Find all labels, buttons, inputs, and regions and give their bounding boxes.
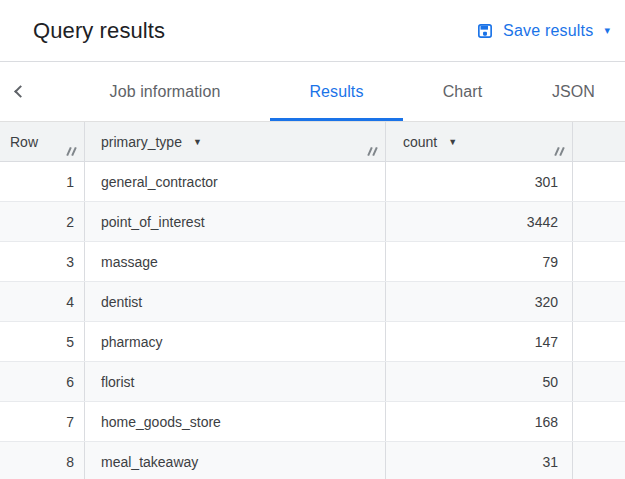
table-row: 3 massage 79 bbox=[0, 242, 625, 282]
panel-header: Query results Save results ▾ bbox=[0, 0, 625, 62]
filler-cell bbox=[573, 242, 625, 281]
results-tabbar: Job information Results Chart JSON bbox=[0, 62, 625, 122]
count-cell: 3442 bbox=[386, 202, 573, 241]
primary-type-cell: massage bbox=[85, 242, 386, 281]
tab-label: JSON bbox=[552, 83, 595, 101]
table-body: 1 general_contractor 301 2 point_of_inte… bbox=[0, 162, 625, 479]
table-row: 8 meal_takeaway 31 bbox=[0, 442, 625, 479]
tabs-back-button[interactable] bbox=[0, 62, 60, 121]
column-label: count bbox=[403, 134, 437, 150]
tab-label: Results bbox=[309, 83, 363, 101]
row-number-cell: 5 bbox=[0, 322, 85, 361]
row-number-cell: 3 bbox=[0, 242, 85, 281]
tab-chart[interactable]: Chart bbox=[403, 62, 522, 121]
filler-cell bbox=[573, 402, 625, 441]
row-number-cell: 4 bbox=[0, 282, 85, 321]
sort-caret-icon[interactable]: ▼ bbox=[448, 137, 457, 147]
table-row: 4 dentist 320 bbox=[0, 282, 625, 322]
column-header-primary-type: primary_type ▼ bbox=[85, 122, 386, 161]
primary-type-cell: meal_takeaway bbox=[85, 442, 386, 479]
sort-caret-icon[interactable]: ▼ bbox=[193, 137, 202, 147]
filler-cell bbox=[573, 362, 625, 401]
filler-cell bbox=[573, 162, 625, 201]
primary-type-cell: florist bbox=[85, 362, 386, 401]
column-resize-handle[interactable] bbox=[556, 147, 563, 156]
save-dropdown-caret-icon: ▾ bbox=[604, 24, 610, 37]
primary-type-cell: general_contractor bbox=[85, 162, 386, 201]
query-results-panel: Query results Save results ▾ Job informa… bbox=[0, 0, 625, 479]
row-number-cell: 8 bbox=[0, 442, 85, 479]
tab-json[interactable]: JSON bbox=[522, 62, 625, 121]
column-resize-handle[interactable] bbox=[68, 147, 75, 156]
primary-type-cell: home_goods_store bbox=[85, 402, 386, 441]
table-row: 6 florist 50 bbox=[0, 362, 625, 402]
filler-cell bbox=[573, 322, 625, 361]
row-number-cell: 7 bbox=[0, 402, 85, 441]
column-header-filler bbox=[573, 122, 625, 161]
row-number-cell: 2 bbox=[0, 202, 85, 241]
column-label: Row bbox=[10, 134, 38, 150]
table-header-row: Row primary_type ▼ count ▼ bbox=[0, 122, 625, 162]
count-cell: 320 bbox=[386, 282, 573, 321]
results-table: Row primary_type ▼ count ▼ 1 general_con… bbox=[0, 122, 625, 479]
column-label: primary_type bbox=[101, 134, 182, 150]
table-row: 5 pharmacy 147 bbox=[0, 322, 625, 362]
count-cell: 31 bbox=[386, 442, 573, 479]
filler-cell bbox=[573, 202, 625, 241]
count-cell: 50 bbox=[386, 362, 573, 401]
primary-type-cell: pharmacy bbox=[85, 322, 386, 361]
row-number-cell: 6 bbox=[0, 362, 85, 401]
primary-type-cell: point_of_interest bbox=[85, 202, 386, 241]
column-resize-handle[interactable] bbox=[369, 147, 376, 156]
chevron-left-icon bbox=[14, 85, 27, 98]
table-row: 7 home_goods_store 168 bbox=[0, 402, 625, 442]
count-cell: 147 bbox=[386, 322, 573, 361]
primary-type-cell: dentist bbox=[85, 282, 386, 321]
page-title: Query results bbox=[33, 18, 165, 44]
save-icon bbox=[476, 22, 494, 40]
row-number-cell: 1 bbox=[0, 162, 85, 201]
count-cell: 301 bbox=[386, 162, 573, 201]
table-row: 1 general_contractor 301 bbox=[0, 162, 625, 202]
save-results-label: Save results bbox=[503, 22, 593, 40]
tab-job-information[interactable]: Job information bbox=[60, 62, 270, 121]
column-header-count: count ▼ bbox=[386, 122, 573, 161]
column-header-row: Row bbox=[0, 122, 85, 161]
table-row: 2 point_of_interest 3442 bbox=[0, 202, 625, 242]
filler-cell bbox=[573, 442, 625, 479]
tab-active-underline bbox=[270, 118, 403, 121]
count-cell: 79 bbox=[386, 242, 573, 281]
filler-cell bbox=[573, 282, 625, 321]
tab-results[interactable]: Results bbox=[270, 62, 403, 121]
tab-label: Job information bbox=[110, 83, 221, 101]
tab-label: Chart bbox=[443, 83, 483, 101]
count-cell: 168 bbox=[386, 402, 573, 441]
save-results-button[interactable]: Save results ▾ bbox=[476, 22, 610, 40]
